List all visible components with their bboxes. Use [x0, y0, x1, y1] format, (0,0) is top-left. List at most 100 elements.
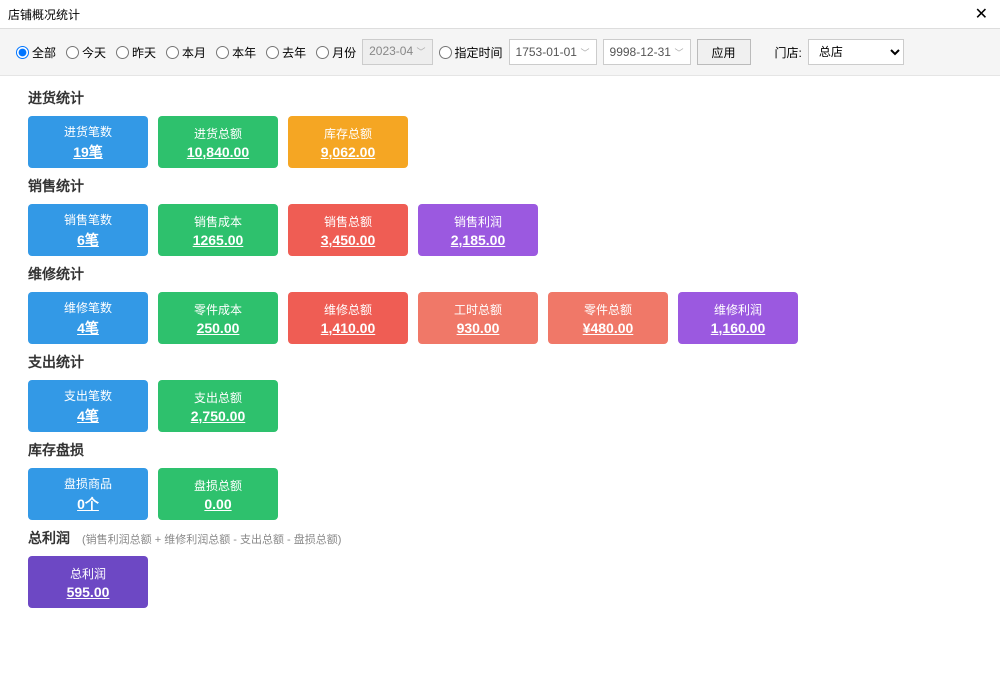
- card-label: 维修利润: [714, 301, 762, 318]
- card-label: 支出笔数: [64, 387, 112, 404]
- radio-custom-label: 指定时间: [455, 44, 503, 61]
- section-expense: 支出统计支出笔数 4笔 支出总额2,750.00: [28, 352, 972, 432]
- card-label: 工时总额: [454, 301, 502, 318]
- radio-all-label: 全部: [32, 44, 56, 61]
- close-icon[interactable]: ✕: [971, 4, 992, 24]
- radio-today[interactable]: 今天: [66, 44, 106, 61]
- content-area: 进货统计进货笔数 19笔 进货总额 10,840.00 库存总额 9,062.00 销售统计…: [0, 76, 1000, 628]
- card-value: 0.00: [204, 496, 231, 512]
- cards-row: 支出笔数 4笔 支出总额2,750.00: [28, 380, 972, 432]
- section-header: 进货统计: [28, 88, 972, 108]
- card-label: 销售利润: [454, 213, 502, 230]
- card-value: 6笔: [77, 230, 99, 250]
- card-value: 4笔: [77, 318, 99, 338]
- radio-yesterday-label: 昨天: [132, 44, 156, 61]
- card-value: 2,750.00: [191, 408, 246, 424]
- section-header: 销售统计: [28, 176, 972, 196]
- card-value: 9,062.00: [321, 144, 376, 160]
- stat-card[interactable]: 销售利润 2,185.00: [418, 204, 538, 256]
- month-value: 2023-04: [369, 44, 413, 58]
- section-header: 支出统计: [28, 352, 972, 372]
- radio-today-label: 今天: [82, 44, 106, 61]
- card-label: 维修总额: [324, 301, 372, 318]
- stat-card[interactable]: 支出总额2,750.00: [158, 380, 278, 432]
- stat-card[interactable]: 进货笔数 19笔: [28, 116, 148, 168]
- section-title: 销售统计: [28, 176, 84, 196]
- window-title: 店铺概况统计: [8, 6, 80, 23]
- section-sales: 销售统计销售笔数 6笔 销售成本 1265.00 销售总额3,450.00 销售利润 2,1…: [28, 176, 972, 256]
- stat-card[interactable]: 销售笔数 6笔: [28, 204, 148, 256]
- card-label: 销售成本: [194, 213, 242, 230]
- card-value: 930.00: [457, 320, 500, 336]
- section-header: 总利润(销售利润总额 + 维修利润总额 - 支出总额 - 盘损总额): [28, 528, 972, 548]
- card-label: 零件成本: [194, 301, 242, 318]
- radio-yesterday[interactable]: 昨天: [116, 44, 156, 61]
- store-label: 门店:: [775, 44, 802, 61]
- section-header: 维修统计: [28, 264, 972, 284]
- stat-card[interactable]: 零件成本 250.00: [158, 292, 278, 344]
- section-profit: 总利润(销售利润总额 + 维修利润总额 - 支出总额 - 盘损总额) 总利润 595…: [28, 528, 972, 608]
- card-label: 库存总额: [324, 125, 372, 142]
- stat-card[interactable]: 销售成本 1265.00: [158, 204, 278, 256]
- radio-last-year[interactable]: 去年: [266, 44, 306, 61]
- month-select[interactable]: 2023-04 ﹀: [362, 39, 432, 65]
- card-value: 19笔: [73, 142, 103, 162]
- card-value: 10,840.00: [187, 144, 249, 160]
- card-label: 总利润: [70, 565, 106, 582]
- section-repair: 维修统计维修笔数 4笔 零件成本 250.00 维修总额 1,410.00 工时总额 930.…: [28, 264, 972, 344]
- stat-card[interactable]: 总利润 595.00: [28, 556, 148, 608]
- card-value: ¥480.00: [583, 320, 634, 336]
- radio-month-label: 月份: [332, 44, 356, 61]
- stat-card[interactable]: 支出笔数 4笔: [28, 380, 148, 432]
- radio-custom-time[interactable]: 指定时间: [439, 44, 503, 61]
- card-label: 盘损商品: [64, 475, 112, 492]
- stat-card[interactable]: 库存总额 9,062.00: [288, 116, 408, 168]
- card-value: 250.00: [197, 320, 240, 336]
- apply-button[interactable]: 应用: [697, 39, 751, 65]
- cards-row: 进货笔数 19笔 进货总额 10,840.00 库存总额 9,062.00: [28, 116, 972, 168]
- stat-card[interactable]: 盘损总额 0.00: [158, 468, 278, 520]
- section-title: 库存盘损: [28, 440, 84, 460]
- card-label: 盘损总额: [194, 477, 242, 494]
- time-radio-group: 全部 今天 昨天 本月 本年 去年 月份: [16, 44, 356, 61]
- store-select[interactable]: 总店: [808, 39, 904, 65]
- radio-this-month[interactable]: 本月: [166, 44, 206, 61]
- radio-all[interactable]: 全部: [16, 44, 56, 61]
- card-label: 进货总额: [194, 125, 242, 142]
- radio-this-year-label: 本年: [232, 44, 256, 61]
- stat-card[interactable]: 维修利润 1,160.00: [678, 292, 798, 344]
- section-title: 维修统计: [28, 264, 84, 284]
- card-label: 进货笔数: [64, 123, 112, 140]
- radio-last-year-label: 去年: [282, 44, 306, 61]
- card-label: 销售笔数: [64, 211, 112, 228]
- section-title: 支出统计: [28, 352, 84, 372]
- card-value: 4笔: [77, 406, 99, 426]
- stat-card[interactable]: 工时总额 930.00: [418, 292, 538, 344]
- stat-card[interactable]: 盘损商品 0个: [28, 468, 148, 520]
- date-end-input[interactable]: 9998-12-31﹀: [603, 39, 691, 65]
- stat-card[interactable]: 维修总额 1,410.00: [288, 292, 408, 344]
- chevron-down-icon: ﹀: [581, 46, 590, 59]
- date-start-input[interactable]: 1753-01-01 ﹀: [509, 39, 597, 65]
- stat-card[interactable]: 销售总额3,450.00: [288, 204, 408, 256]
- radio-month[interactable]: 月份: [316, 44, 356, 61]
- cards-row: 销售笔数 6笔 销售成本 1265.00 销售总额3,450.00 销售利润 2,185.0…: [28, 204, 972, 256]
- card-value: 2,185.00: [451, 232, 506, 248]
- card-label: 维修笔数: [64, 299, 112, 316]
- stat-card[interactable]: 零件总额¥480.00: [548, 292, 668, 344]
- stat-card[interactable]: 维修笔数 4笔: [28, 292, 148, 344]
- title-bar: 店铺概况统计 ✕: [0, 0, 1000, 29]
- card-value: 1265.00: [193, 232, 244, 248]
- card-value: 0个: [77, 494, 99, 514]
- card-value: 595.00: [67, 584, 110, 600]
- section-loss: 库存盘损盘损商品 0个 盘损总额 0.00: [28, 440, 972, 520]
- card-value: 1,410.00: [321, 320, 376, 336]
- date-start-value: 1753-01-01: [516, 45, 577, 59]
- radio-this-year[interactable]: 本年: [216, 44, 256, 61]
- stat-card[interactable]: 进货总额 10,840.00: [158, 116, 278, 168]
- chevron-down-icon: ﹀: [417, 47, 426, 57]
- card-value: 1,160.00: [711, 320, 766, 336]
- chevron-down-icon: ﹀: [675, 46, 684, 59]
- card-label: 销售总额: [324, 213, 372, 230]
- filter-bar: 全部 今天 昨天 本月 本年 去年 月份 2023-04 ﹀ 指定时间 1753…: [0, 29, 1000, 76]
